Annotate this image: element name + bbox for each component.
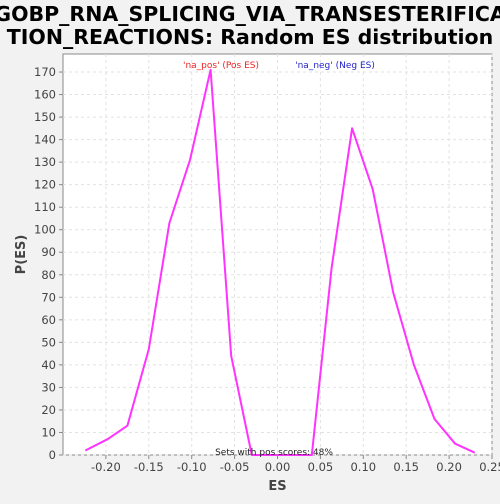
y-tick-label: 50 [41,335,56,349]
legend-entry: 'na_neg' (Neg ES) [295,61,375,71]
y-tick-label: 0 [49,448,56,462]
y-tick-label: 100 [34,223,56,237]
y-tick-label: 170 [34,65,56,79]
y-axis-label: P(ES) [14,235,29,275]
x-tick-label: 0.10 [350,460,376,474]
y-tick-label: 60 [41,313,56,327]
chart-title-line-1: GOBP_RNA_SPLICING_VIA_TRANSESTERIFICA [0,2,500,26]
y-tick-label: 160 [34,88,56,102]
x-tick-label: 0.05 [308,460,334,474]
chart-title-line-2: TION_REACTIONS: Random ES distribution [7,25,493,49]
y-tick-label: 10 [41,425,56,439]
x-tick-label: -0.15 [134,460,164,474]
legend: 'na_pos' (Pos ES) 'na_neg' (Neg ES) [183,61,375,71]
y-tick-label: 90 [41,245,56,259]
x-tick-label: 0.15 [393,460,419,474]
series-lines [84,68,476,456]
x-axis-label: ES [268,479,286,494]
es-distribution-line [84,68,476,456]
y-tick-label: 110 [34,200,56,214]
y-tick-label: 20 [41,403,56,417]
pos-scores-annotation: Sets with pos scores: 48% [215,448,333,458]
grid-lines [63,54,493,456]
x-tick-label: 0.20 [436,460,462,474]
y-tick-label: 80 [41,268,56,282]
y-tick-label: 70 [41,290,56,304]
y-tick-label: 30 [41,380,56,394]
x-tick-label: -0.20 [91,460,121,474]
y-tick-label: 130 [34,155,56,169]
x-tick-label: -0.10 [177,460,207,474]
y-tick-label: 40 [41,358,56,372]
y-tick-label: 150 [34,110,56,124]
legend-entry: 'na_pos' (Pos ES) [183,61,259,71]
y-tick-label: 120 [34,178,56,192]
y-tick-label: 140 [34,133,56,147]
x-tick-label: -0.05 [220,460,250,474]
x-tick-label: 0.25 [479,460,500,474]
axes: -0.20 -0.15 -0.10 -0.05 0.00 0.05 0.10 0.15 0.20… [34,65,500,474]
x-tick-label: 0.00 [265,460,291,474]
